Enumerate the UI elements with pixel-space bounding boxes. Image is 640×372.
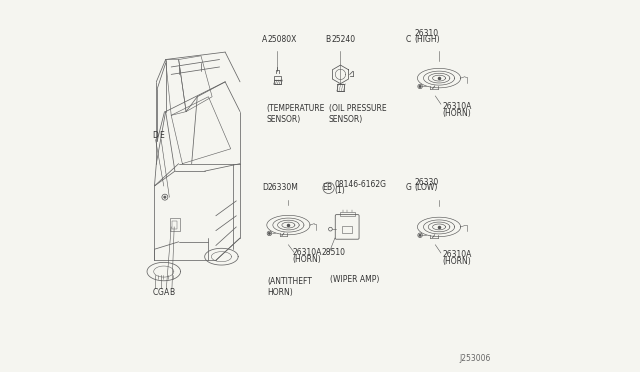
Text: 26310A: 26310A [292,248,321,257]
Text: (1): (1) [334,186,345,195]
Text: (HORN): (HORN) [292,255,321,264]
Text: B: B [326,183,331,192]
Text: D: D [152,131,159,140]
Circle shape [419,85,421,87]
Text: G: G [406,183,412,192]
Text: G: G [158,288,164,296]
Text: 26310: 26310 [415,29,439,38]
Text: (HORN): (HORN) [443,109,472,118]
Circle shape [419,234,421,236]
Text: (WIPER AMP): (WIPER AMP) [330,275,380,284]
Text: C: C [406,35,411,44]
Text: E: E [159,131,164,140]
Text: (HIGH): (HIGH) [415,35,440,44]
Circle shape [164,196,166,198]
Text: 25080X: 25080X [268,35,298,44]
Text: C: C [152,288,158,296]
Text: B: B [170,288,175,296]
Text: (ANTITHEFT
HORN): (ANTITHEFT HORN) [267,277,312,297]
Text: 26310A: 26310A [443,250,472,259]
Text: 25240: 25240 [331,35,355,44]
Circle shape [268,232,271,234]
Text: 26310A: 26310A [443,102,472,110]
Text: (TEMPERATURE
SENSOR): (TEMPERATURE SENSOR) [266,104,324,124]
Text: A: A [262,35,268,44]
Text: (OIL PRESSURE
SENSOR): (OIL PRESSURE SENSOR) [328,104,386,124]
Text: E: E [322,183,326,192]
Text: 28510: 28510 [322,248,346,257]
Text: 08146-6162G: 08146-6162G [334,180,386,189]
Text: A: A [164,288,169,296]
Text: 26330M: 26330M [268,183,299,192]
Text: J253006: J253006 [460,355,491,363]
Text: B: B [326,35,331,44]
Text: 26330: 26330 [415,178,439,187]
Text: (HORN): (HORN) [443,257,472,266]
Text: (LOW): (LOW) [415,183,438,192]
Text: D: D [262,183,268,192]
